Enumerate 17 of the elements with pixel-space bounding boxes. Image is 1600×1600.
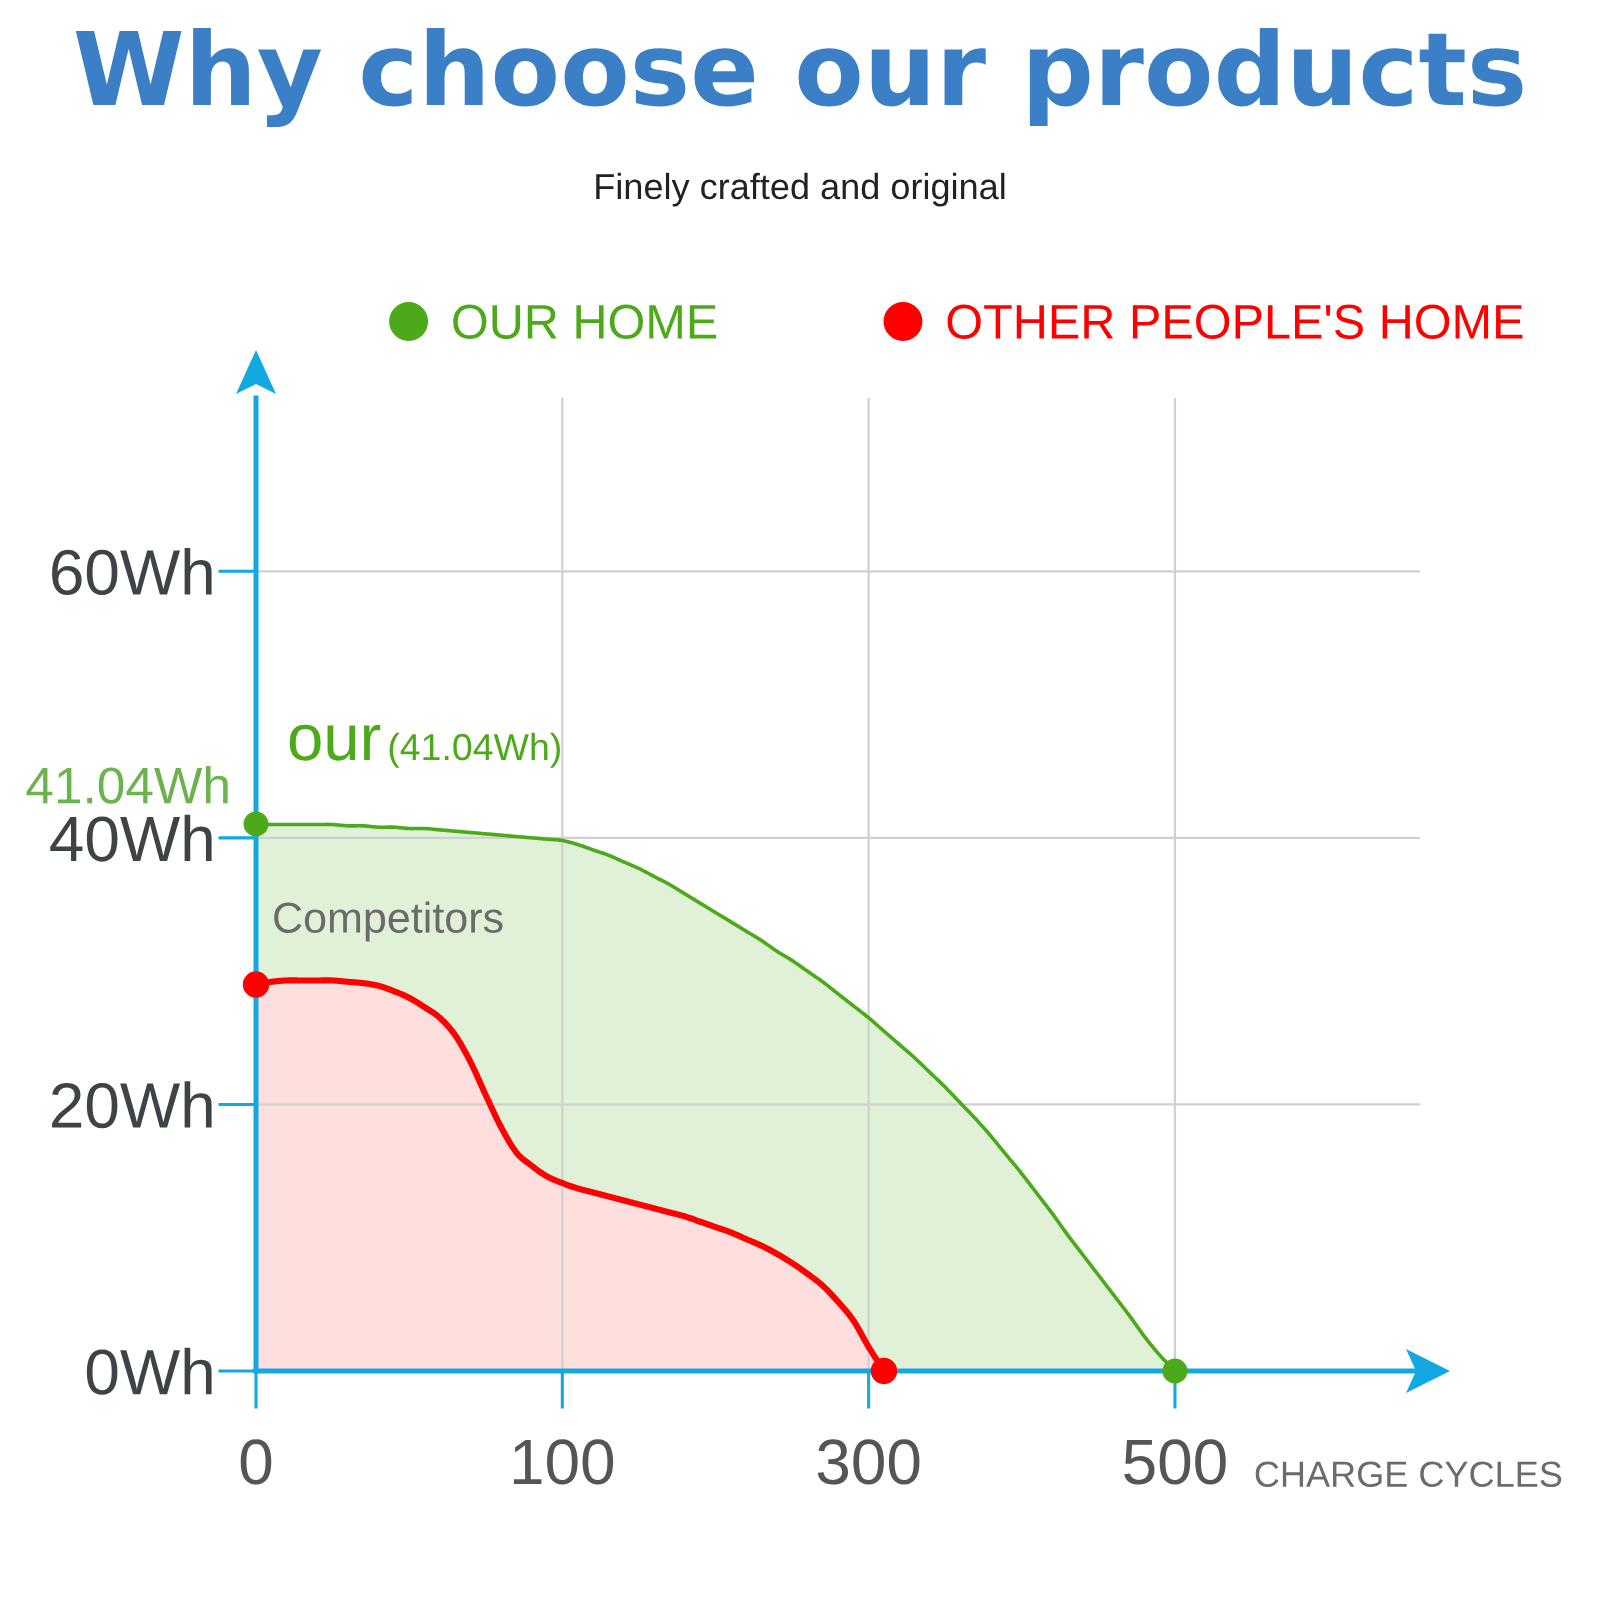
legend-label: OUR HOME (453, 304, 717, 340)
chart-title: Why choose our products (75, 27, 1523, 127)
x-tick-label: 100 (513, 1439, 614, 1485)
x-axis-title: CHARGE CYCLES (1255, 1461, 1562, 1488)
legend-label: OTHER PEOPLE'S HOME (947, 304, 1523, 340)
x-tick-label: 300 (817, 1439, 920, 1485)
y-tick-label: 0Wh (86, 1347, 212, 1395)
text: 41.04Wh (26, 766, 228, 804)
y-tick-label: 40Wh (50, 814, 212, 862)
annotation: (41.04Wh) (389, 732, 560, 768)
y-tick-label: 20Wh (52, 1081, 212, 1129)
annotation: Competitors (274, 901, 503, 942)
chart-subtitle: Finely crafted and original (596, 172, 1005, 207)
y-tick-label: 60Wh (52, 548, 212, 596)
x-tick-label: 0 (240, 1439, 272, 1485)
x-tick-label: 500 (1124, 1439, 1226, 1485)
annotation: our (289, 724, 381, 761)
